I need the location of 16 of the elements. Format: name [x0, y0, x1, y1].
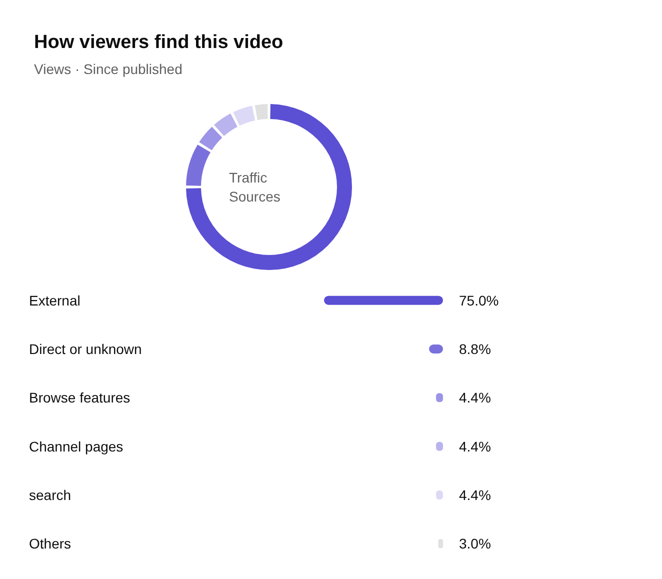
- chart-subtitle: Views · Since published: [34, 61, 182, 77]
- y-tick-label: search: [29, 487, 72, 503]
- y-tick-label: External: [29, 292, 80, 308]
- y-tick-label: Direct or unknown: [29, 341, 142, 357]
- y-tick-label: Browse features: [29, 390, 130, 406]
- data-label: 3.0%: [459, 536, 491, 552]
- data-label: 4.4%: [459, 438, 491, 454]
- data-label: 75.0%: [459, 292, 499, 308]
- data-label: 8.8%: [459, 341, 491, 357]
- y-tick-label: Others: [29, 536, 72, 552]
- chart-title: How viewers find this video: [34, 32, 284, 53]
- data-label: 4.4%: [459, 390, 491, 406]
- text: Traffic Sources: [229, 170, 280, 204]
- data-label: 4.4%: [459, 487, 491, 503]
- y-tick-label: Channel pages: [29, 438, 124, 454]
- bar: [324, 296, 443, 305]
